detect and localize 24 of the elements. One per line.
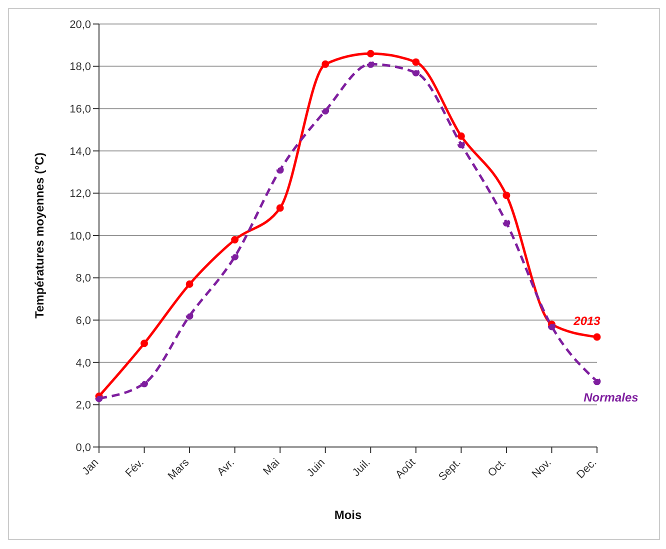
x-tick-label: Juin xyxy=(304,456,328,480)
y-tick-label: 8,0 xyxy=(76,272,91,285)
x-tick-label: Juil. xyxy=(350,456,373,479)
x-tick-label: Nov. xyxy=(530,456,554,481)
x-tick-label: Jan xyxy=(80,456,102,478)
y-tick-label: 16,0 xyxy=(70,104,91,116)
x-axis-title: Mois xyxy=(334,508,362,522)
y-tick-label: 20,0 xyxy=(70,18,91,31)
y-tick-label: 0,0 xyxy=(76,442,91,454)
x-tick-label: Mai xyxy=(261,456,282,478)
x-tick-label: Oct. xyxy=(486,456,509,480)
series-label: Normales xyxy=(584,390,639,404)
y-tick-label: 10,0 xyxy=(70,230,91,242)
x-tick-label: Fév. xyxy=(123,456,146,480)
y-tick-label: 6,0 xyxy=(76,315,91,328)
y-tick-label: 18,0 xyxy=(70,61,91,74)
y-axis-title: Températures moyennes (°C) xyxy=(32,152,46,318)
y-tick-label: 12,0 xyxy=(70,188,91,200)
y-tick-label: 2,0 xyxy=(76,400,91,412)
x-tick-label: Dec. xyxy=(574,456,600,482)
series-label: 2013 xyxy=(572,314,601,328)
x-tick-label: Avr. xyxy=(215,456,237,478)
y-tick-label: 4,0 xyxy=(76,357,91,370)
y-tick-label: 14,0 xyxy=(70,146,91,158)
